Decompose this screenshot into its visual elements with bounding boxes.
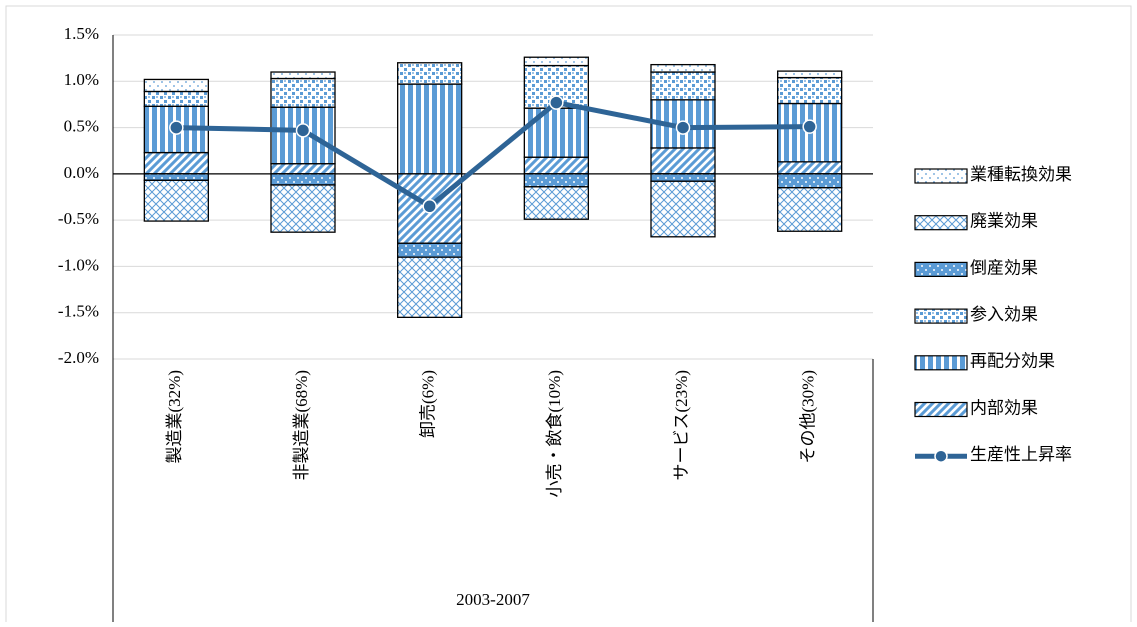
legend-swatch — [914, 215, 968, 231]
line-marker — [422, 199, 437, 214]
legend-label: 生産性上昇率 — [970, 445, 1072, 464]
legend-label: 再配分効果 — [970, 352, 1055, 371]
y-tick-label: 0.0% — [64, 163, 99, 182]
bar-segment — [523, 56, 589, 67]
y-tick-label: 0.5% — [64, 116, 99, 135]
bar-segment — [523, 186, 589, 220]
bar-segment — [777, 187, 843, 232]
group-label: 2003-2007 — [456, 590, 530, 609]
y-tick-label: -1.0% — [58, 255, 99, 274]
bar-segment — [143, 151, 209, 175]
legend-label: 業種転換効果 — [970, 165, 1072, 184]
legend-label: 参入効果 — [970, 305, 1038, 324]
bar-segment — [650, 63, 716, 73]
y-tick-label: -2.0% — [58, 348, 99, 367]
bar-segment — [777, 173, 843, 189]
bar-segment — [397, 256, 463, 318]
bar-segment — [777, 70, 843, 79]
legend-label: 廃業効果 — [970, 212, 1038, 231]
bar-segment — [397, 242, 463, 258]
line-marker — [169, 120, 184, 135]
bar-segment — [777, 76, 843, 105]
bar-segment — [777, 161, 843, 175]
bar-segment — [650, 180, 716, 238]
legend-label: 倒産効果 — [970, 258, 1038, 277]
y-tick-label: 1.5% — [64, 24, 99, 43]
line-marker — [549, 95, 564, 110]
x-tick-label: サービス(23%) — [672, 370, 691, 480]
bar-segment — [650, 147, 716, 175]
x-tick-label: 卸売(6%) — [419, 370, 438, 438]
x-tick-label: その他(30%) — [799, 370, 818, 463]
bar-segment — [143, 90, 209, 107]
legend-swatch — [914, 308, 968, 324]
legend-swatch-marker — [934, 449, 948, 463]
line-marker — [802, 119, 817, 134]
x-tick-label: 小売・飲食(10%) — [545, 370, 564, 497]
line-marker — [295, 123, 311, 138]
bar-segment — [143, 179, 209, 222]
bar-segment — [270, 173, 336, 186]
y-tick-label: -1.5% — [58, 302, 99, 321]
bar-segment — [650, 71, 716, 101]
y-tick-label: -0.5% — [58, 209, 99, 228]
bar-segment — [270, 163, 336, 175]
bar-segment — [270, 184, 336, 233]
bar-segment — [397, 83, 463, 175]
bar-segment — [523, 173, 589, 188]
legend-label: 内部効果 — [970, 398, 1038, 417]
bar-segment — [270, 71, 336, 80]
bar-segment — [523, 107, 589, 158]
legend-swatch — [914, 355, 968, 371]
legend-swatch — [914, 168, 968, 184]
line-marker — [675, 120, 691, 135]
legend-swatch — [914, 261, 968, 277]
bar-segment — [270, 77, 336, 108]
bar-segment — [397, 62, 463, 85]
legend-swatch — [914, 401, 968, 418]
x-tick-label: 非製造業(68%) — [292, 370, 311, 480]
bar-segment — [143, 78, 209, 93]
y-tick-label: 1.0% — [64, 70, 99, 89]
x-tick-label: 製造業(32%) — [165, 370, 184, 463]
bar-segment — [143, 173, 209, 181]
bar-segment — [650, 173, 716, 182]
line — [176, 100, 810, 209]
bar-segment — [523, 156, 589, 175]
